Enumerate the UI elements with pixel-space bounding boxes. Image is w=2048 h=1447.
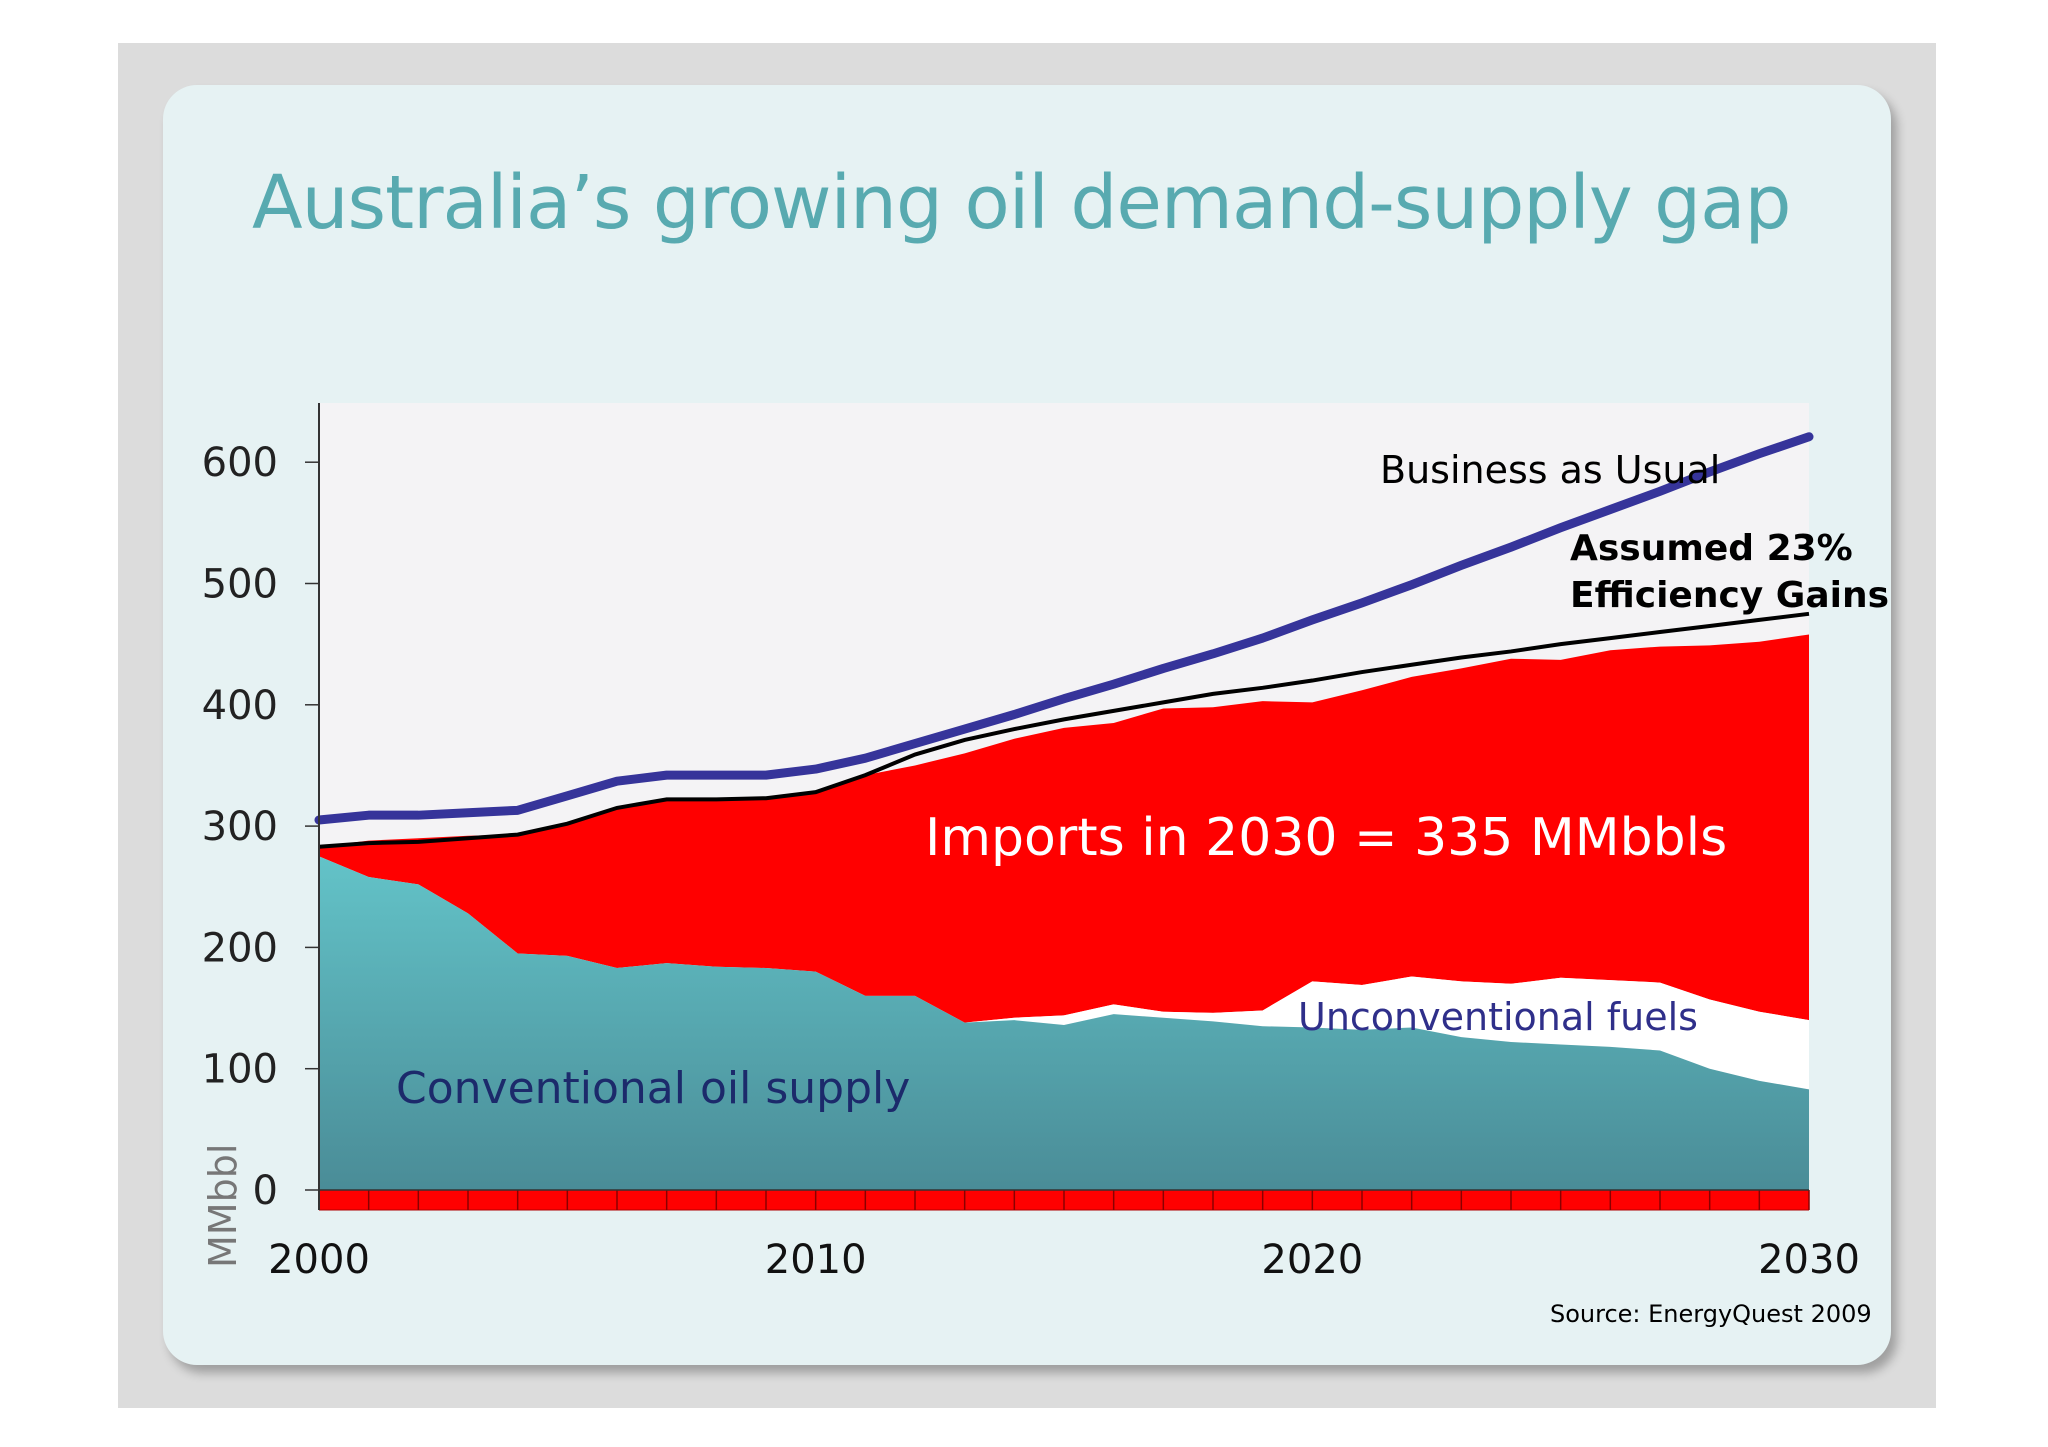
label-business-as-usual: Business as Usual (1380, 448, 1720, 492)
source-note: Source: EnergyQuest 2009 (1550, 1300, 1872, 1328)
y-tick-label-500: 500 (202, 562, 278, 608)
conventional-supply-area (319, 856, 1809, 1190)
x-tick-label-2030: 2030 (1758, 1237, 1860, 1283)
unconventional-fuels-area (319, 856, 1809, 1090)
label-conventional-supply: Conventional oil supply (396, 1063, 910, 1114)
x-tick-label-2010: 2010 (765, 1237, 867, 1283)
y-tick-label-0: 0 (253, 1168, 278, 1214)
label-efficiency-line1: Assumed 23% (1570, 528, 1853, 569)
label-efficiency-line2: Efficiency Gains (1570, 575, 1889, 616)
y-axis-label: MMbbl (201, 1144, 245, 1268)
label-imports: Imports in 2030 = 335 MMbbls (925, 808, 1727, 868)
x-tick-label-2020: 2020 (1261, 1237, 1363, 1283)
x-tick-label-2000: 2000 (268, 1237, 370, 1283)
label-unconventional-fuels: Unconventional fuels (1298, 995, 1698, 1039)
y-tick-label-200: 200 (202, 925, 278, 971)
y-tick-label-400: 400 (202, 683, 278, 729)
slide-title: Australia’s growing oil demand-supply ga… (252, 160, 1791, 246)
y-tick-label-100: 100 (202, 1047, 278, 1093)
imports-area (319, 634, 1809, 1023)
y-tick-label-300: 300 (202, 804, 278, 850)
efficiency-gains-line (318, 611, 1810, 849)
y-tick-label-600: 600 (202, 440, 278, 486)
business-as-usual-line (314, 432, 1814, 825)
